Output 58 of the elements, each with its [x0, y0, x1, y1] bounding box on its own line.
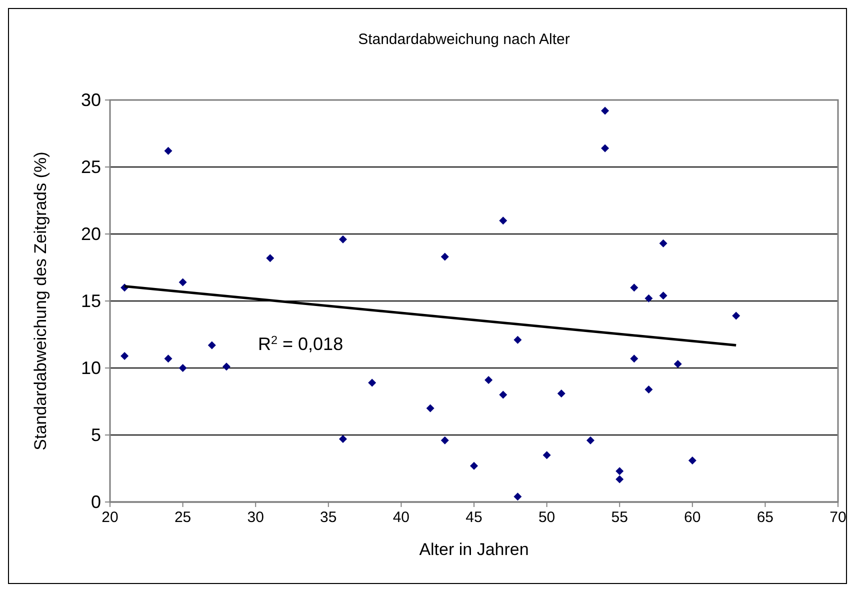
x-tick-label: 60 [684, 509, 701, 526]
point [644, 294, 653, 302]
point [630, 354, 638, 363]
y-axis-title: Standardabweichung des Zeitgrads (%) [31, 152, 50, 450]
point [440, 436, 449, 444]
point [426, 404, 434, 412]
point [208, 341, 216, 350]
point [338, 435, 347, 444]
x-tick-label: 65 [756, 509, 774, 526]
point [178, 278, 187, 286]
point [601, 144, 610, 152]
point [338, 235, 347, 244]
point [470, 462, 478, 470]
x-tick-label: 70 [830, 509, 846, 526]
point [586, 436, 594, 444]
point [659, 292, 668, 300]
y-tick-label: 0 [90, 492, 101, 512]
y-tick-label: 10 [80, 358, 101, 378]
x-tick-label: 50 [538, 509, 556, 526]
point [440, 252, 449, 261]
point [732, 312, 740, 320]
x-tick-label: 40 [392, 509, 410, 526]
x-tick-label: 45 [466, 509, 482, 526]
point [659, 239, 668, 248]
point [674, 360, 682, 368]
point [164, 354, 172, 363]
x-tick-label: 30 [247, 509, 264, 526]
point [616, 467, 624, 476]
point [630, 284, 638, 292]
x-tick-label: 35 [320, 509, 337, 526]
y-tick-label: 15 [80, 291, 101, 311]
point [120, 352, 129, 360]
point [266, 254, 274, 262]
point [557, 389, 566, 398]
point [601, 106, 610, 115]
point [644, 385, 653, 394]
chart-title: Standardabweichung nach Alter [358, 31, 570, 48]
point [164, 146, 172, 155]
point [514, 492, 522, 501]
y-tick-label: 30 [80, 90, 101, 110]
point [499, 390, 508, 399]
point [499, 216, 508, 225]
point [484, 376, 493, 384]
point [616, 475, 624, 484]
point [222, 362, 230, 371]
annotation: R$^{2}$ = 0,018 [258, 334, 344, 354]
x-tick-label: 20 [102, 509, 118, 526]
x-tick-label: 55 [611, 509, 628, 526]
point [368, 378, 376, 387]
point [688, 456, 696, 464]
y-tick-label: 5 [90, 425, 101, 445]
x-axis-title: Alter in Jahren [419, 540, 529, 559]
x-tick-label: 25 [174, 509, 192, 526]
y-tick-label: 25 [80, 157, 101, 177]
point [542, 451, 551, 460]
y-tick-label: 20 [80, 224, 101, 244]
point [178, 364, 187, 372]
point [514, 336, 522, 344]
